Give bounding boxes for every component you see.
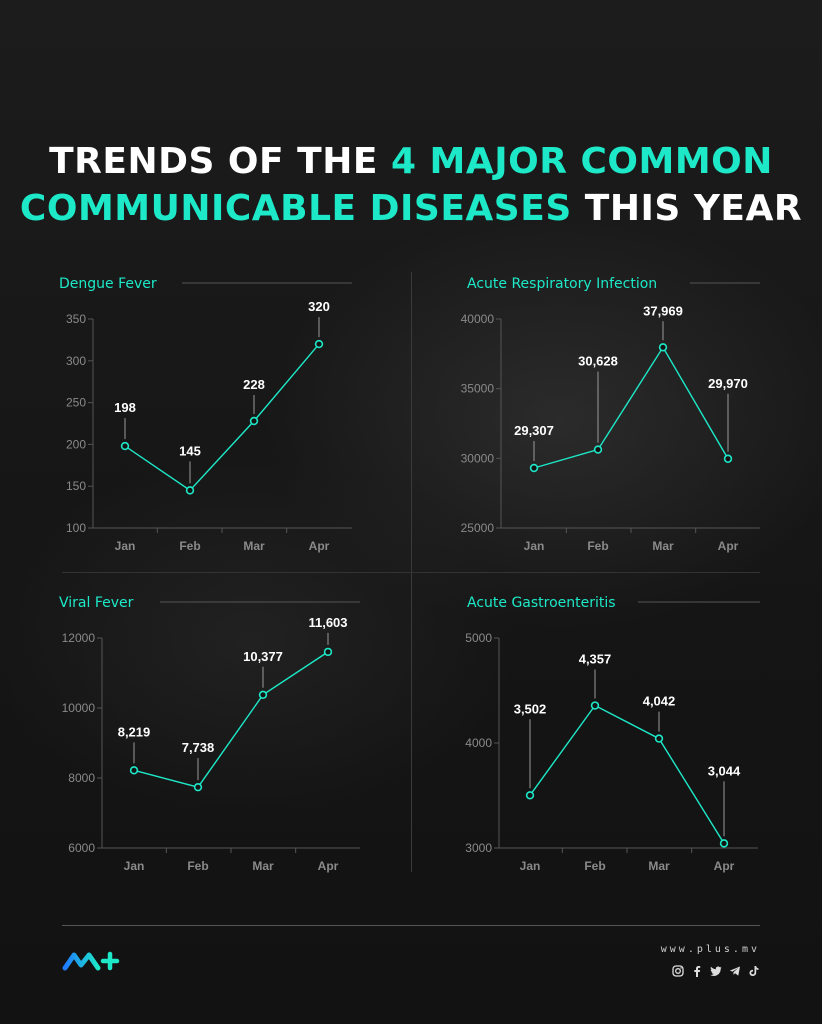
data-label: 320 xyxy=(308,299,330,314)
y-tick-label: 30000 xyxy=(461,451,495,465)
x-category-label: Jan xyxy=(524,539,545,553)
x-category-label: Apr xyxy=(318,859,339,873)
data-label: 8,219 xyxy=(118,724,151,739)
chart-title: Viral Fever xyxy=(59,595,134,611)
title-part-1: TRENDS OF THE xyxy=(49,141,391,182)
y-tick-label: 350 xyxy=(66,312,86,326)
data-point xyxy=(120,441,130,451)
x-category-label: Jan xyxy=(520,859,541,873)
y-tick-label: 200 xyxy=(66,437,86,451)
y-tick-label: 100 xyxy=(66,521,86,535)
data-point xyxy=(719,839,729,848)
page-title: TRENDS OF THE 4 MAJOR COMMON COMMUNICABL… xyxy=(0,138,822,232)
x-category-label: Feb xyxy=(587,539,608,553)
chart-panel-2: Acute Respiratory Infection 25000 30000 350… xyxy=(461,276,760,553)
data-point xyxy=(258,690,268,700)
twitter-icon[interactable] xyxy=(710,965,722,977)
data-label: 11,603 xyxy=(308,615,347,630)
data-point xyxy=(529,463,539,473)
data-label: 3,502 xyxy=(514,701,547,716)
x-category-label: Mar xyxy=(652,539,674,553)
data-point xyxy=(193,782,203,792)
website-link[interactable]: www.plus.mv xyxy=(660,944,760,955)
data-point xyxy=(525,791,535,800)
title-highlight-2: COMMUNICABLE DISEASES xyxy=(19,188,572,229)
chart-panel-3: Viral Fever 6000 8000 10000 12000 Jan Feb Mar Ap… xyxy=(59,595,360,873)
data-point xyxy=(185,486,195,495)
x-category-label: Mar xyxy=(252,859,274,873)
chart-panel-4: Acute Gastroenteritis 3000 4000 5000 Jan Feb M… xyxy=(465,595,760,873)
y-tick-label: 8000 xyxy=(68,771,95,785)
chart-title: Dengue Fever xyxy=(59,276,157,292)
data-point xyxy=(590,701,600,710)
horizontal-divider xyxy=(62,572,760,573)
x-category-label: Mar xyxy=(648,859,670,873)
instagram-icon[interactable] xyxy=(672,965,684,977)
chart-title: Acute Gastroenteritis xyxy=(467,595,616,611)
tiktok-icon[interactable] xyxy=(748,965,760,977)
data-label: 4,357 xyxy=(579,652,612,667)
data-label: 145 xyxy=(179,443,201,458)
chart-panel-1: Dengue Fever 100 150 200 250 300 350 Jan Feb Mar A… xyxy=(59,276,352,553)
y-tick-label: 35000 xyxy=(461,382,495,396)
x-category-label: Mar xyxy=(243,539,265,553)
x-category-label: Apr xyxy=(714,859,735,873)
data-point xyxy=(593,445,603,454)
social-links xyxy=(672,965,760,977)
data-label: 10,377 xyxy=(243,649,283,664)
data-label: 7,738 xyxy=(182,740,215,755)
series-line xyxy=(529,704,725,844)
x-category-label: Apr xyxy=(718,539,739,553)
y-tick-label: 40000 xyxy=(461,312,495,326)
plus-mv-logo xyxy=(62,951,120,971)
y-tick-label: 6000 xyxy=(68,841,95,855)
y-tick-label: 3000 xyxy=(465,841,492,855)
x-category-label: Feb xyxy=(187,859,208,873)
chart-title: Acute Respiratory Infection xyxy=(467,276,657,292)
title-highlight-1: 4 MAJOR COMMON xyxy=(390,141,773,182)
title-part-2: THIS YEAR xyxy=(571,188,803,229)
data-label: 37,969 xyxy=(643,303,683,318)
x-category-label: Jan xyxy=(115,539,136,553)
data-label: 228 xyxy=(243,377,265,392)
telegram-icon[interactable] xyxy=(729,965,741,977)
y-tick-label: 250 xyxy=(66,396,86,410)
y-tick-label: 5000 xyxy=(465,631,492,645)
data-point xyxy=(723,454,733,463)
data-point xyxy=(658,343,668,352)
y-tick-label: 12000 xyxy=(62,631,96,645)
x-category-label: Jan xyxy=(124,859,145,873)
x-category-label: Feb xyxy=(179,539,200,553)
y-tick-label: 10000 xyxy=(62,701,96,715)
data-label: 30,628 xyxy=(578,354,618,369)
series-line xyxy=(124,343,320,492)
facebook-icon[interactable] xyxy=(691,965,703,977)
data-label: 29,307 xyxy=(514,423,554,438)
data-label: 29,970 xyxy=(708,376,748,391)
data-point xyxy=(314,339,324,349)
data-point xyxy=(129,766,139,775)
series-line xyxy=(533,345,729,469)
y-tick-label: 300 xyxy=(66,354,86,368)
data-label: 198 xyxy=(114,400,136,415)
y-tick-label: 4000 xyxy=(465,736,492,750)
footer-divider xyxy=(62,925,760,926)
data-label: 3,044 xyxy=(708,763,741,778)
data-point xyxy=(654,734,664,743)
y-tick-label: 150 xyxy=(66,479,86,493)
y-tick-label: 25000 xyxy=(461,521,495,535)
series-line xyxy=(133,651,329,788)
data-point xyxy=(249,416,259,426)
data-label: 4,042 xyxy=(643,694,676,709)
x-category-label: Feb xyxy=(584,859,605,873)
data-point xyxy=(323,647,333,657)
x-category-label: Apr xyxy=(309,539,330,553)
